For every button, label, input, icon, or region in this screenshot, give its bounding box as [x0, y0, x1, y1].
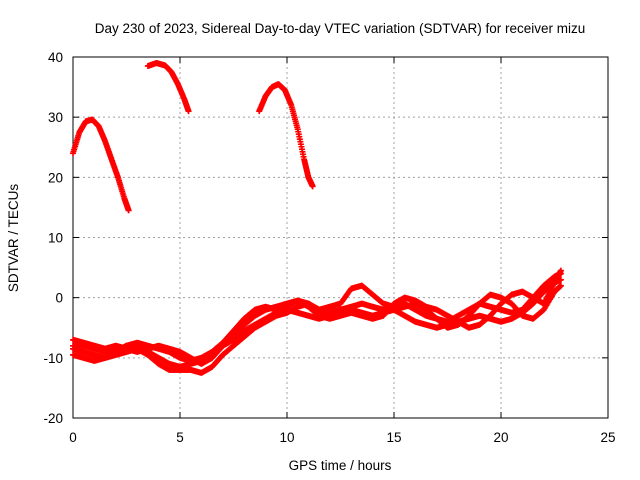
y-tick-label: 30	[48, 110, 63, 125]
chart-title: Day 230 of 2023, Sidereal Day-to-day VTE…	[95, 21, 585, 36]
data-point	[557, 282, 564, 289]
axis-tick-labels: 0 5 10 15 20 25 -20 -10 0 10 20 30 40	[43, 50, 615, 445]
y-tick-label: 40	[48, 50, 63, 65]
data-points	[70, 60, 564, 376]
y-axis-label: SDTVAR / TECUs	[6, 184, 21, 293]
x-tick-label: 0	[69, 430, 77, 445]
x-tick-label: 25	[600, 430, 615, 445]
data-point	[309, 183, 316, 190]
y-tick-label: 0	[55, 291, 63, 306]
data-point	[125, 207, 132, 214]
x-axis-label: GPS time / hours	[289, 458, 392, 473]
data-point	[557, 267, 564, 274]
y-tick-label: 20	[48, 170, 63, 185]
axis-ticks	[72, 56, 609, 419]
data-point	[185, 108, 192, 115]
y-tick-label: 10	[48, 231, 63, 246]
x-tick-label: 10	[279, 430, 294, 445]
grid-lines	[73, 57, 608, 418]
y-tick-label: -20	[43, 411, 63, 426]
y-tick-label: -10	[43, 351, 63, 366]
x-tick-label: 5	[176, 430, 184, 445]
x-tick-label: 15	[386, 430, 401, 445]
x-tick-label: 20	[493, 430, 508, 445]
